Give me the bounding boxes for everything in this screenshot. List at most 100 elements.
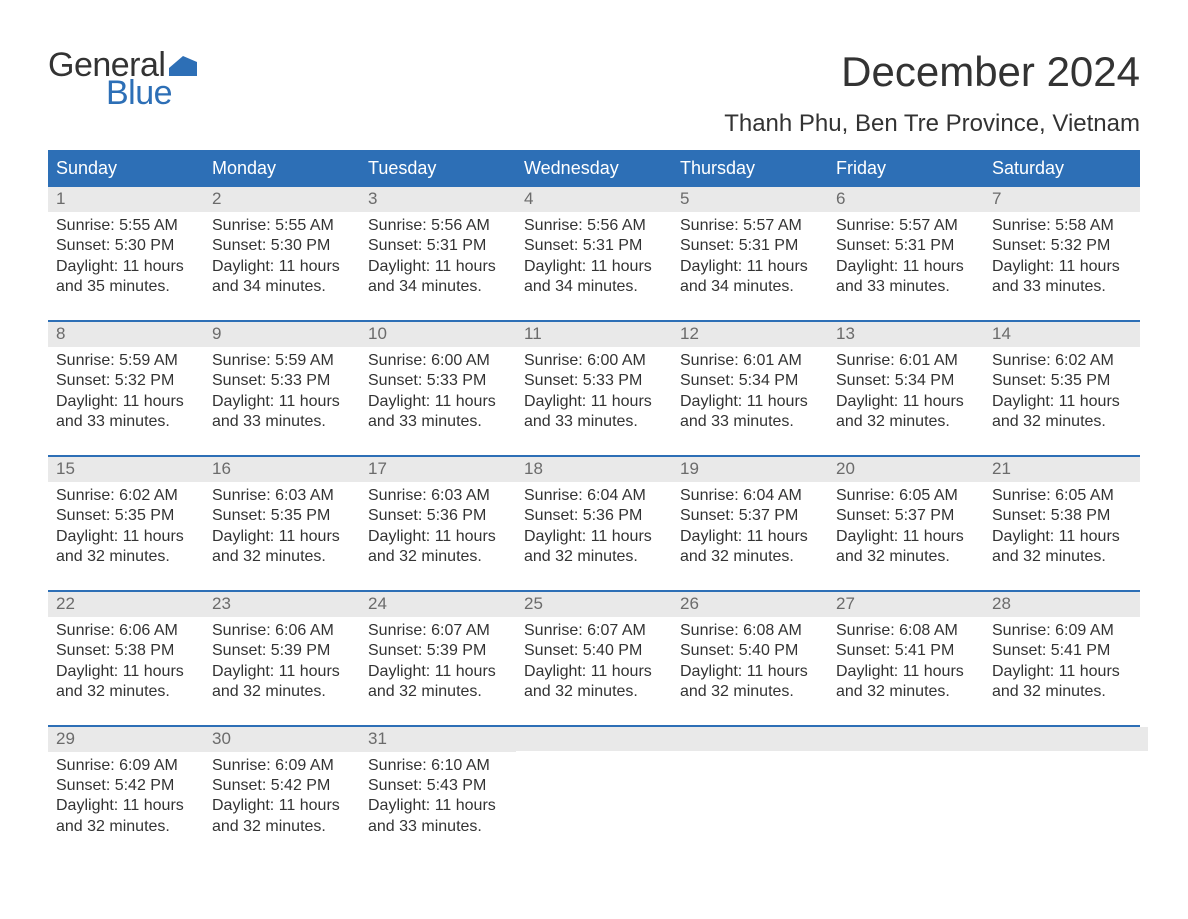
- day-number: 4: [516, 187, 672, 212]
- sunrise-text: Sunrise: 6:06 AM: [56, 621, 196, 641]
- daylight-text-2: and 32 minutes.: [524, 547, 664, 567]
- daylight-text-1: Daylight: 11 hours: [212, 796, 352, 816]
- day-number: 22: [48, 592, 204, 617]
- sunset-text: Sunset: 5:38 PM: [992, 506, 1132, 526]
- day-cell: 14Sunrise: 6:02 AMSunset: 5:35 PMDayligh…: [984, 322, 1140, 455]
- daylight-text-2: and 34 minutes.: [212, 277, 352, 297]
- brand-word2: Blue: [106, 76, 197, 110]
- day-cell: 29Sunrise: 6:09 AMSunset: 5:42 PMDayligh…: [48, 727, 204, 860]
- day-cell: 22Sunrise: 6:06 AMSunset: 5:38 PMDayligh…: [48, 592, 204, 725]
- sunset-text: Sunset: 5:31 PM: [368, 236, 508, 256]
- empty-day-cell: [672, 727, 828, 860]
- day-cell: 16Sunrise: 6:03 AMSunset: 5:35 PMDayligh…: [204, 457, 360, 590]
- daylight-text-2: and 32 minutes.: [212, 547, 352, 567]
- sunrise-text: Sunrise: 6:03 AM: [368, 486, 508, 506]
- daylight-text-1: Daylight: 11 hours: [836, 257, 976, 277]
- day-cell: 12Sunrise: 6:01 AMSunset: 5:34 PMDayligh…: [672, 322, 828, 455]
- day-cell: 11Sunrise: 6:00 AMSunset: 5:33 PMDayligh…: [516, 322, 672, 455]
- daylight-text-1: Daylight: 11 hours: [680, 527, 820, 547]
- weekday-header: Friday: [828, 152, 984, 187]
- weekday-header: Tuesday: [360, 152, 516, 187]
- sunrise-text: Sunrise: 5:57 AM: [680, 216, 820, 236]
- daylight-text-1: Daylight: 11 hours: [368, 392, 508, 412]
- daylight-text-2: and 33 minutes.: [212, 412, 352, 432]
- sunrise-text: Sunrise: 6:09 AM: [212, 756, 352, 776]
- day-number: 20: [828, 457, 984, 482]
- sunset-text: Sunset: 5:30 PM: [212, 236, 352, 256]
- empty-day-cell: [828, 727, 984, 860]
- sunrise-text: Sunrise: 6:08 AM: [680, 621, 820, 641]
- sunset-text: Sunset: 5:32 PM: [992, 236, 1132, 256]
- week-row: 22Sunrise: 6:06 AMSunset: 5:38 PMDayligh…: [48, 590, 1140, 725]
- day-number: 3: [360, 187, 516, 212]
- sunset-text: Sunset: 5:35 PM: [56, 506, 196, 526]
- daylight-text-1: Daylight: 11 hours: [836, 392, 976, 412]
- sunrise-text: Sunrise: 6:09 AM: [56, 756, 196, 776]
- day-cell: 15Sunrise: 6:02 AMSunset: 5:35 PMDayligh…: [48, 457, 204, 590]
- daylight-text-2: and 34 minutes.: [368, 277, 508, 297]
- daylight-text-1: Daylight: 11 hours: [212, 662, 352, 682]
- day-cell: 31Sunrise: 6:10 AMSunset: 5:43 PMDayligh…: [360, 727, 516, 860]
- day-number: 1: [48, 187, 204, 212]
- day-number: 19: [672, 457, 828, 482]
- weekday-header: Monday: [204, 152, 360, 187]
- weekday-header: Saturday: [984, 152, 1140, 187]
- sunrise-text: Sunrise: 6:00 AM: [524, 351, 664, 371]
- daylight-text-1: Daylight: 11 hours: [992, 527, 1132, 547]
- sunset-text: Sunset: 5:37 PM: [836, 506, 976, 526]
- sunset-text: Sunset: 5:39 PM: [368, 641, 508, 661]
- day-number: 14: [984, 322, 1140, 347]
- sunrise-text: Sunrise: 5:59 AM: [56, 351, 196, 371]
- day-number: 23: [204, 592, 360, 617]
- day-number: 16: [204, 457, 360, 482]
- day-number: 8: [48, 322, 204, 347]
- sunset-text: Sunset: 5:42 PM: [212, 776, 352, 796]
- sunset-text: Sunset: 5:40 PM: [524, 641, 664, 661]
- sunrise-text: Sunrise: 6:02 AM: [992, 351, 1132, 371]
- daylight-text-1: Daylight: 11 hours: [524, 392, 664, 412]
- sunrise-text: Sunrise: 6:08 AM: [836, 621, 976, 641]
- calendar: Sunday Monday Tuesday Wednesday Thursday…: [48, 150, 1140, 859]
- sunrise-text: Sunrise: 6:02 AM: [56, 486, 196, 506]
- daylight-text-2: and 32 minutes.: [680, 682, 820, 702]
- sunset-text: Sunset: 5:33 PM: [368, 371, 508, 391]
- sunset-text: Sunset: 5:42 PM: [56, 776, 196, 796]
- daylight-text-1: Daylight: 11 hours: [524, 257, 664, 277]
- daylight-text-2: and 33 minutes.: [992, 277, 1132, 297]
- sunrise-text: Sunrise: 6:06 AM: [212, 621, 352, 641]
- daylight-text-2: and 32 minutes.: [836, 682, 976, 702]
- daylight-text-2: and 32 minutes.: [56, 817, 196, 837]
- sunset-text: Sunset: 5:43 PM: [368, 776, 508, 796]
- empty-strip: [976, 727, 1148, 751]
- empty-day-cell: [516, 727, 672, 860]
- daylight-text-2: and 32 minutes.: [368, 547, 508, 567]
- day-cell: 17Sunrise: 6:03 AMSunset: 5:36 PMDayligh…: [360, 457, 516, 590]
- day-cell: 20Sunrise: 6:05 AMSunset: 5:37 PMDayligh…: [828, 457, 984, 590]
- day-cell: 5Sunrise: 5:57 AMSunset: 5:31 PMDaylight…: [672, 187, 828, 320]
- sunset-text: Sunset: 5:33 PM: [212, 371, 352, 391]
- day-cell: 19Sunrise: 6:04 AMSunset: 5:37 PMDayligh…: [672, 457, 828, 590]
- day-number: 24: [360, 592, 516, 617]
- sunrise-text: Sunrise: 6:09 AM: [992, 621, 1132, 641]
- sunset-text: Sunset: 5:34 PM: [680, 371, 820, 391]
- daylight-text-2: and 34 minutes.: [680, 277, 820, 297]
- day-cell: 7Sunrise: 5:58 AMSunset: 5:32 PMDaylight…: [984, 187, 1140, 320]
- day-number: 31: [360, 727, 516, 752]
- day-cell: 24Sunrise: 6:07 AMSunset: 5:39 PMDayligh…: [360, 592, 516, 725]
- sunset-text: Sunset: 5:31 PM: [524, 236, 664, 256]
- day-cell: 3Sunrise: 5:56 AMSunset: 5:31 PMDaylight…: [360, 187, 516, 320]
- sunset-text: Sunset: 5:41 PM: [992, 641, 1132, 661]
- sunset-text: Sunset: 5:36 PM: [524, 506, 664, 526]
- sunset-text: Sunset: 5:40 PM: [680, 641, 820, 661]
- daylight-text-1: Daylight: 11 hours: [56, 796, 196, 816]
- sunrise-text: Sunrise: 6:01 AM: [680, 351, 820, 371]
- daylight-text-2: and 32 minutes.: [56, 547, 196, 567]
- daylight-text-2: and 32 minutes.: [212, 682, 352, 702]
- weekday-header: Sunday: [48, 152, 204, 187]
- daylight-text-2: and 33 minutes.: [836, 277, 976, 297]
- sunrise-text: Sunrise: 6:00 AM: [368, 351, 508, 371]
- day-number: 12: [672, 322, 828, 347]
- empty-day-cell: [984, 727, 1140, 860]
- sunrise-text: Sunrise: 5:55 AM: [212, 216, 352, 236]
- daylight-text-1: Daylight: 11 hours: [56, 257, 196, 277]
